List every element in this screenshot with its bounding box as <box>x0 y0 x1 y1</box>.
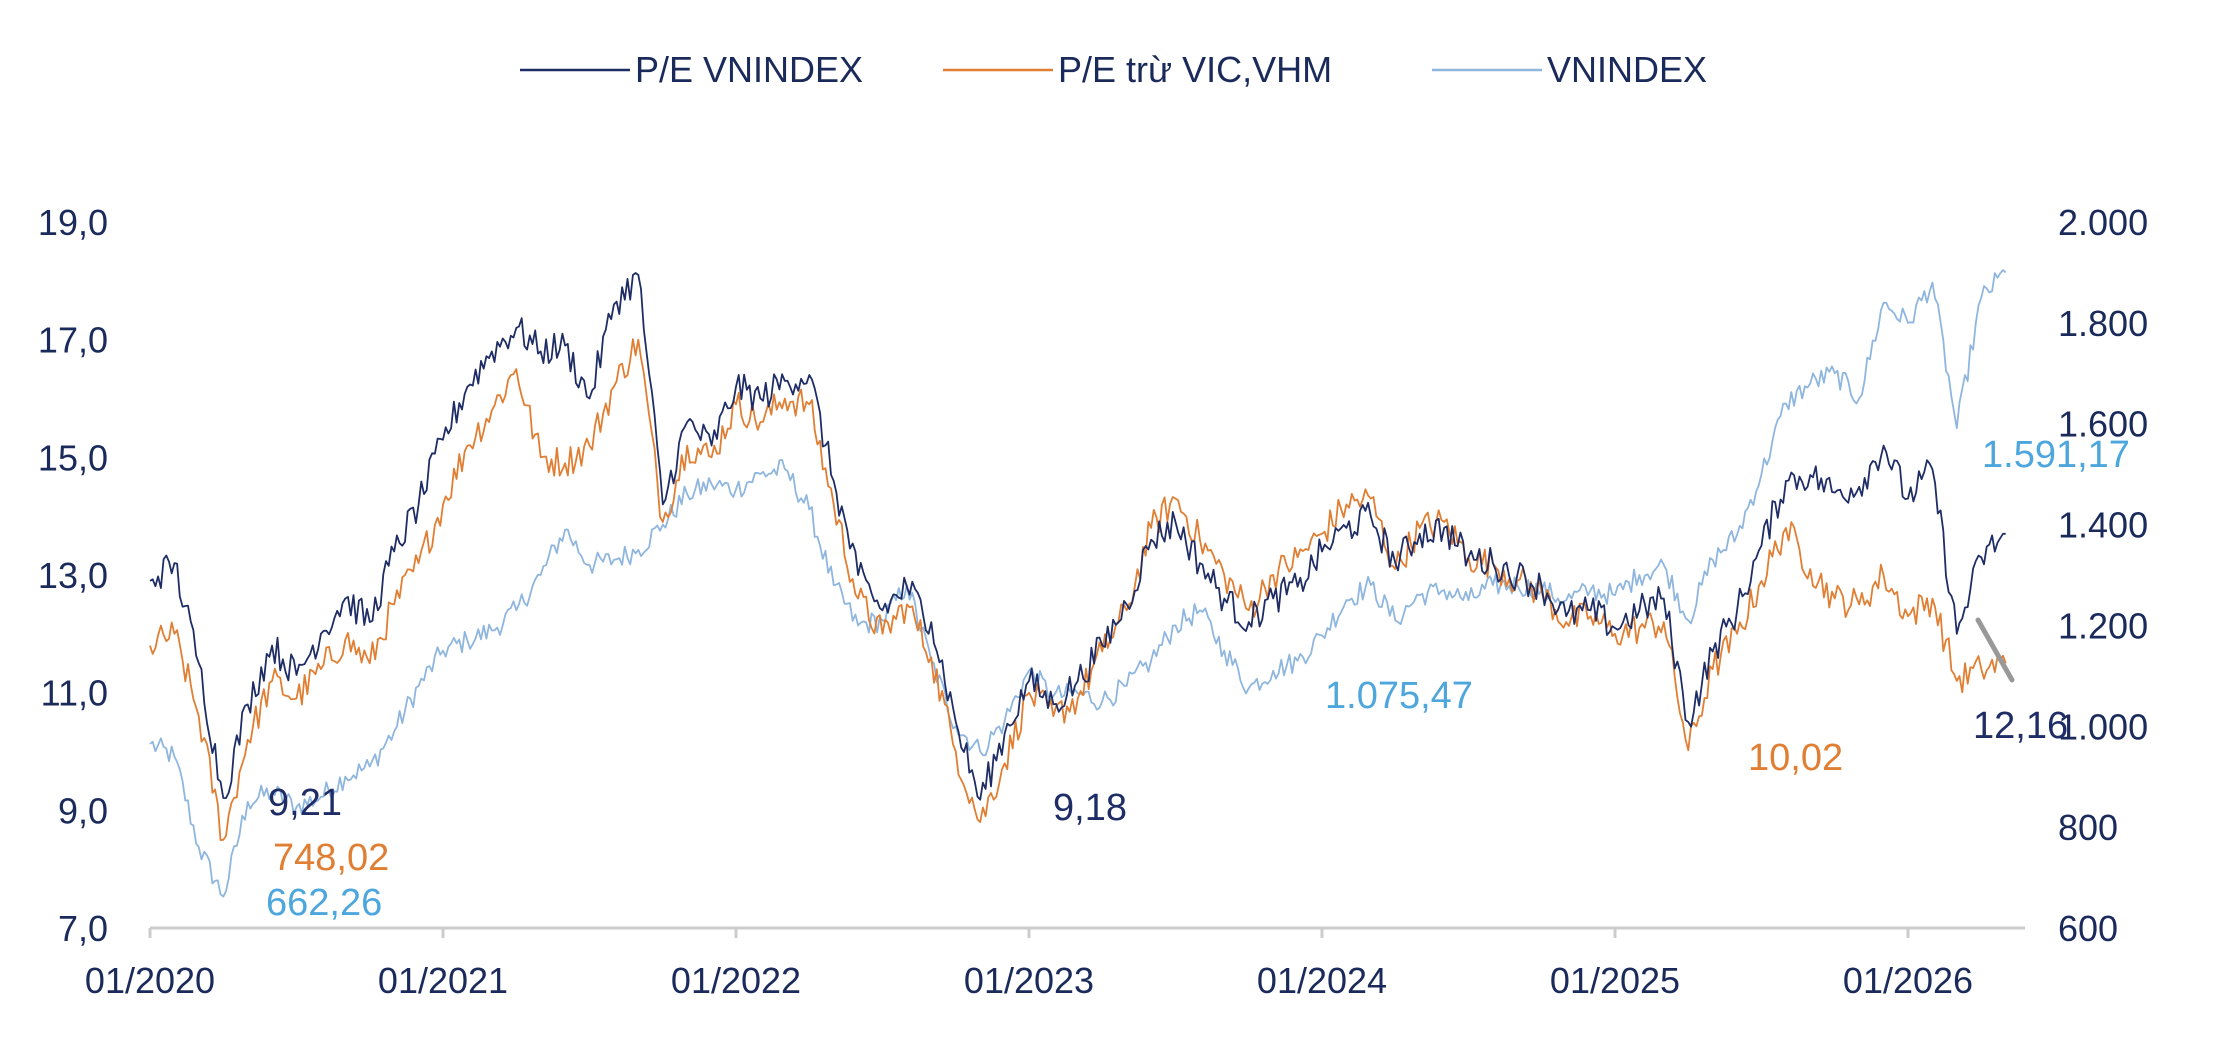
x-tick-label: 01/2024 <box>1257 960 1387 1001</box>
legend-item: VNINDEX <box>1432 49 1707 90</box>
y-left-tick-label: 17,0 <box>38 320 108 361</box>
legend-label: P/E VNINDEX <box>635 49 863 90</box>
trend-segment <box>1975 617 2015 683</box>
legend: P/E VNINDEX P/E trừ VIC,VHM VNINDEX <box>520 49 1707 90</box>
x-tick-label: 01/2020 <box>85 960 215 1001</box>
y-right-tick-label: 1.200 <box>2058 605 2148 646</box>
y-left-tick-label: 11,0 <box>41 673 108 714</box>
y-left-tick-label: 19,0 <box>38 202 108 243</box>
data-annotation: 9,21 <box>268 782 342 824</box>
y-right-tick-label: 1.800 <box>2058 303 2148 344</box>
pe-vnindex-line <box>149 272 2006 801</box>
legend-label: P/E trừ VIC,VHM <box>1058 49 1332 90</box>
y-right-tick-label: 1.000 <box>2058 706 2148 747</box>
y-left-tick-label: 7,0 <box>58 908 108 949</box>
legend-item: P/E trừ VIC,VHM <box>943 49 1332 90</box>
data-annotation: 748,02 <box>273 837 389 879</box>
y-right-tick-label: 1.600 <box>2058 404 2148 445</box>
x-tick-label: 01/2025 <box>1550 960 1680 1001</box>
y-right-tick-label: 600 <box>2058 908 2118 949</box>
x-tick-label: 01/2021 <box>378 960 508 1001</box>
data-annotation: 662,26 <box>266 882 382 924</box>
legend-item: P/E VNINDEX <box>520 49 863 90</box>
legend-label: VNINDEX <box>1547 49 1707 90</box>
y-right-tick-label: 1.400 <box>2058 505 2148 546</box>
y-left-tick-label: 13,0 <box>38 555 108 596</box>
y-right-tick-label: 2.000 <box>2058 202 2148 243</box>
data-annotation: 12,16 <box>1973 705 2068 747</box>
data-annotation: 10,02 <box>1748 737 1843 779</box>
y-right-tick-label: 800 <box>2058 807 2118 848</box>
y-left-tick-label: 15,0 <box>38 437 108 478</box>
vnindex-line <box>149 269 2007 898</box>
data-annotation: 1.591,17 <box>1982 434 2130 476</box>
x-tick-label: 01/2026 <box>1843 960 1973 1001</box>
x-tick-label: 01/2023 <box>964 960 1094 1001</box>
data-annotation: 9,18 <box>1053 787 1127 829</box>
data-annotation: 1.075,47 <box>1325 675 1473 717</box>
y-left-tick-label: 9,0 <box>58 790 108 831</box>
x-tick-label: 01/2022 <box>671 960 801 1001</box>
pe-ex-vic-vhm-line <box>149 338 2007 841</box>
